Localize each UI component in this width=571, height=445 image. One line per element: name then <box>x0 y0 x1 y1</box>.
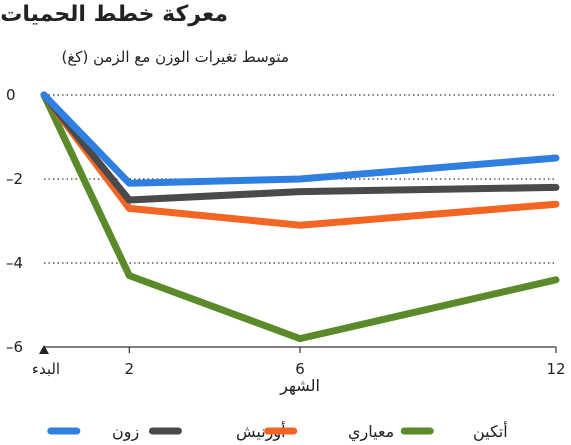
x-axis-label: الشهر <box>279 376 320 396</box>
legend-label: زون <box>112 422 139 442</box>
y-tick-label: –6 <box>6 338 23 356</box>
legend-label: أتكين <box>473 421 508 442</box>
x-tick-label: البدء <box>32 360 60 378</box>
chart-subtitle: متوسط تغيرات الوزن مع الزمن (كغ) <box>61 48 289 66</box>
x-tick-label: 6 <box>295 360 305 378</box>
start-marker-icon <box>39 345 49 354</box>
series-line <box>40 91 560 229</box>
chart-title: معركة خطط الحميات <box>0 2 228 27</box>
y-tick-label: 0 <box>6 86 16 104</box>
legend-label: معياري <box>348 422 394 442</box>
y-tick-label: –4 <box>6 254 23 272</box>
series-line <box>40 91 560 204</box>
x-tick-label: 2 <box>125 360 135 378</box>
x-tick-label: 12 <box>546 360 565 378</box>
y-tick-label: –2 <box>6 170 23 188</box>
series-line <box>40 91 560 343</box>
legend-label: أورنيش <box>236 421 286 442</box>
series-line <box>40 91 560 187</box>
